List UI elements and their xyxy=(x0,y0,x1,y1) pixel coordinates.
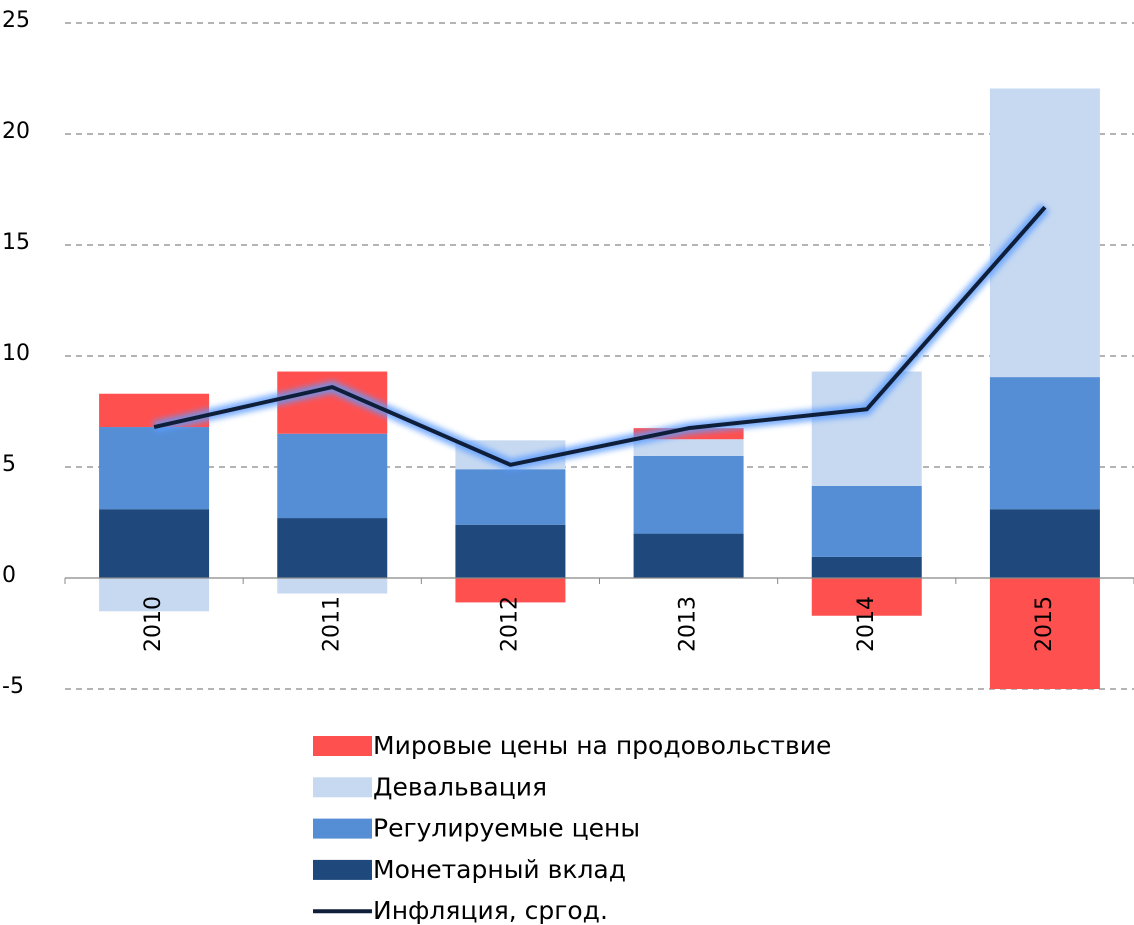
y-tick-label: 5 xyxy=(2,452,16,477)
bar xyxy=(99,578,210,612)
x-tick-label: 2013 xyxy=(676,596,701,652)
legend-swatch xyxy=(313,818,372,839)
legend-label: Регулируемые цены xyxy=(373,814,640,843)
y-tick-label: 20 xyxy=(2,119,30,144)
bar xyxy=(455,578,566,603)
bar xyxy=(989,509,1100,578)
legend-swatch xyxy=(313,736,372,756)
legend-swatch xyxy=(313,859,372,880)
legend-swatch xyxy=(313,777,372,798)
bar xyxy=(455,524,566,578)
bar xyxy=(811,578,922,616)
bar xyxy=(811,485,922,557)
y-tick-label: 10 xyxy=(2,341,30,366)
bar xyxy=(277,433,388,519)
bar xyxy=(633,439,744,456)
y-tick-label: 25 xyxy=(2,8,30,33)
bar xyxy=(633,533,744,578)
x-tick-label: 2014 xyxy=(854,596,879,652)
y-tick-label: -5 xyxy=(2,674,24,699)
bar xyxy=(277,518,388,578)
bar xyxy=(811,556,922,578)
x-tick-label: 2010 xyxy=(141,596,166,652)
legend-label: Инфляция, сргод. xyxy=(373,896,608,925)
bar xyxy=(455,469,566,525)
bar xyxy=(989,88,1100,378)
bar xyxy=(989,578,1100,689)
y-tick-label: 0 xyxy=(2,563,16,588)
bar xyxy=(99,509,210,578)
legend-label: Монетарный вклад xyxy=(373,855,626,884)
x-tick-label: 2015 xyxy=(1032,596,1057,652)
bar xyxy=(811,371,922,486)
bar xyxy=(99,427,210,510)
x-tick-label: 2012 xyxy=(497,596,522,652)
line xyxy=(153,205,1047,467)
bar xyxy=(989,377,1100,510)
legend-label: Девальвация xyxy=(373,772,547,801)
bar xyxy=(633,455,744,534)
y-tick-label: 15 xyxy=(2,230,30,255)
x-tick-label: 2011 xyxy=(319,596,344,652)
bar xyxy=(277,578,388,594)
legend-label: Мировые цены на продовольствие xyxy=(373,731,831,760)
